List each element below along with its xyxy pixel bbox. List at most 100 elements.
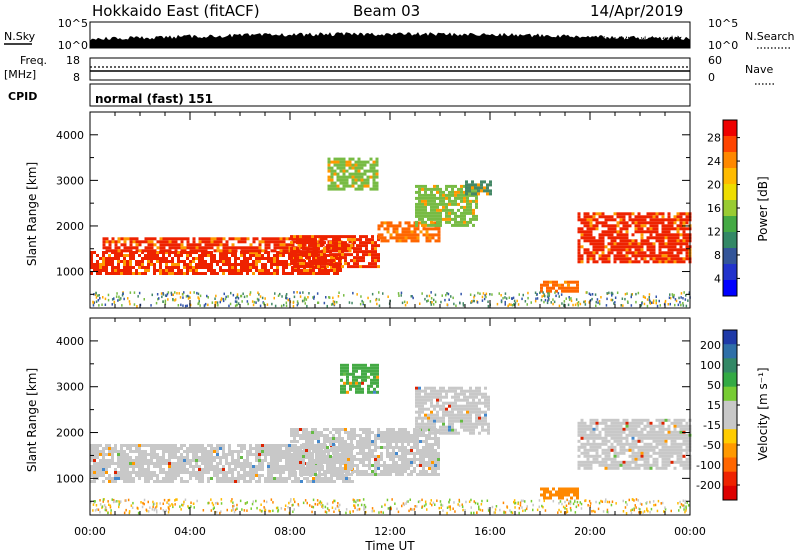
colorbar-swatch <box>723 120 737 137</box>
nsearch-tick-bottom: 10^0 <box>708 39 738 52</box>
x-tick-labels: 00:00 04:00 08:00 12:00 16:00 20:00 00:00 <box>74 525 706 538</box>
power-echo-region <box>465 180 492 196</box>
nsky-label: N.Sky <box>4 30 36 43</box>
velocity-echo-region <box>415 386 490 435</box>
colorbar-swatch <box>723 415 737 430</box>
nave-label: Nave <box>745 63 773 76</box>
colorbar-tick-label: -200 <box>696 479 721 492</box>
x-tick-label: 00:00 <box>674 525 706 538</box>
cpid-strip: CPID normal (fast) 151 <box>8 83 691 107</box>
colorbar-swatch <box>723 136 737 153</box>
colorbar-swatch <box>723 232 737 249</box>
colorbar-tick-label: 15 <box>707 399 721 412</box>
y-tick-label: 2000 <box>56 427 84 440</box>
colorbar-tick-label: 100 <box>700 359 721 372</box>
colorbar-swatch <box>723 386 737 402</box>
velocity-echo-region <box>540 487 579 500</box>
colorbar-swatch <box>723 429 737 444</box>
y-tick-label: 1000 <box>56 266 84 279</box>
colorbar-swatch <box>723 457 737 473</box>
colorbar-tick-label: 12 <box>707 225 721 238</box>
power-echoes <box>90 157 692 308</box>
velocity-echo-region <box>340 363 379 394</box>
nsky-tick-top: 10^5 <box>58 17 88 30</box>
colorbar-swatch <box>723 280 737 297</box>
velocity-panel: 4000 3000 2000 1000 Slant Range [km] <box>25 317 692 516</box>
nsearch-trace <box>599 34 691 46</box>
colorbar-tick-label: 200 <box>700 339 721 352</box>
velocity-echo-region <box>577 418 692 470</box>
x-tick-label: 00:00 <box>74 525 106 538</box>
colorbar-swatch <box>723 200 737 217</box>
power-y-label: Slant Range [km] <box>25 162 39 266</box>
colorbar-tick-label: 8 <box>714 249 721 262</box>
power-echo-region <box>290 235 380 269</box>
colorbar-tick-label: -100 <box>696 459 721 472</box>
colorbar-swatch <box>723 264 737 281</box>
colorbar-swatch <box>723 372 737 388</box>
power-echo-region <box>327 157 379 191</box>
freq-unit: [MHz] <box>4 68 36 81</box>
cpid-value: normal (fast) 151 <box>95 92 213 106</box>
velocity-low-range-scatter <box>90 498 690 515</box>
colorbar-swatch <box>723 471 737 487</box>
beam-title: Beam 03 <box>353 2 420 20</box>
freq-tick-bottom: 8 <box>73 71 80 84</box>
colorbar-swatch <box>723 168 737 185</box>
velocity-colorbar: 200 100 50 15 -15 -50 -100 -200 <box>696 329 740 501</box>
nsearch-tick-top: 10^5 <box>708 17 738 30</box>
colorbar-swatch <box>723 330 737 345</box>
colorbar-swatch <box>723 152 737 169</box>
nsky-trace <box>90 32 690 48</box>
y-tick-label: 4000 <box>56 335 84 348</box>
nsearch-label: N.Search <box>745 30 795 43</box>
colorbar-swatch <box>723 485 737 501</box>
colorbar-tick-label: 24 <box>707 155 721 168</box>
colorbar-swatch <box>723 400 737 416</box>
colorbar-swatch <box>723 443 737 458</box>
noise-strip: N.Sky 10^5 10^0 10^5 10^0 N.Search <box>4 17 795 52</box>
velocity-echo-region <box>290 428 440 476</box>
colorbar-swatch <box>723 344 737 359</box>
y-tick-label: 1000 <box>56 472 84 485</box>
colorbar-tick-label: 50 <box>707 379 721 392</box>
y-tick-label: 4000 <box>56 129 84 142</box>
colorbar-swatch <box>723 216 737 233</box>
colorbar-tick-label: -50 <box>703 439 721 452</box>
x-tick-label: 16:00 <box>474 525 506 538</box>
freq-label: Freq. <box>20 54 47 67</box>
y-tick-label: 3000 <box>56 174 84 187</box>
power-panel: 4000 3000 2000 1000 Slant Range [km] <box>25 111 692 309</box>
velocity-x-ticks <box>89 318 691 515</box>
colorbar-tick-label: 4 <box>714 272 721 285</box>
station-title: Hokkaido East (fitACF) <box>92 2 260 20</box>
date-title: 14/Apr/2019 <box>590 2 683 20</box>
x-tick-label: 12:00 <box>374 525 406 538</box>
x-tick-label: 04:00 <box>174 525 206 538</box>
x-axis-label: Time UT <box>364 539 415 553</box>
velocity-y-label: Slant Range [km] <box>25 368 39 472</box>
nave-tick-bottom: 0 <box>708 71 715 84</box>
power-x-ticks <box>89 112 691 308</box>
y-tick-label: 2000 <box>56 220 84 233</box>
power-low-range-scatter <box>92 291 691 308</box>
cpid-label: CPID <box>8 90 37 103</box>
velocity-y-ticks: 4000 3000 2000 1000 <box>56 317 690 502</box>
power-colorbar-label: Power [dB] <box>756 176 770 241</box>
colorbar-tick-label: 20 <box>707 179 721 192</box>
y-tick-label: 3000 <box>56 381 84 394</box>
colorbar-tick-label: 16 <box>707 202 721 215</box>
velocity-echoes <box>90 363 692 515</box>
colorbar-swatch <box>723 358 737 373</box>
colorbar-tick-label: 28 <box>707 132 721 145</box>
colorbar-swatch <box>723 184 737 201</box>
power-colorbar: 28 24 20 16 12 8 4 <box>707 119 740 297</box>
freq-strip: Freq. [MHz] 18 8 60 0 Nave <box>4 54 775 85</box>
nave-tick-top: 60 <box>708 54 722 67</box>
power-y-ticks: 4000 3000 2000 1000 <box>56 111 690 295</box>
colorbar-tick-label: -15 <box>703 419 721 432</box>
colorbar-swatch <box>723 248 737 265</box>
velocity-colorbar-label: Velocity [m s⁻¹] <box>756 367 770 460</box>
power-echo-region <box>540 280 579 293</box>
